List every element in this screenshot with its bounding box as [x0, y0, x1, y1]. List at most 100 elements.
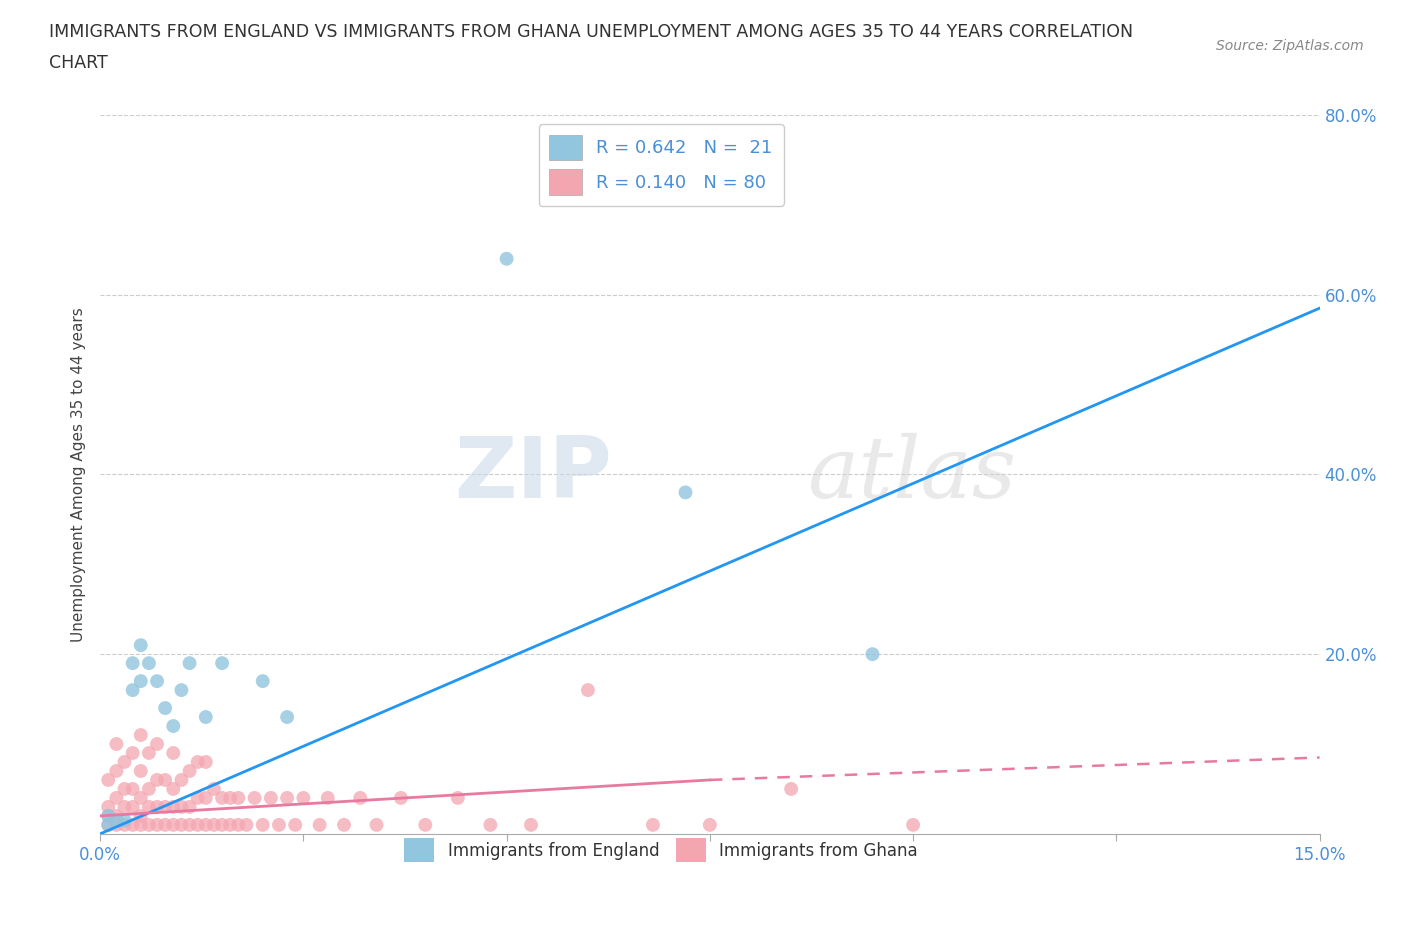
Text: CHART: CHART	[49, 54, 108, 72]
Point	[267, 817, 290, 832]
Point	[228, 817, 250, 832]
Point	[202, 781, 225, 796]
Legend: Immigrants from England, Immigrants from Ghana: Immigrants from England, Immigrants from…	[398, 831, 925, 869]
Point	[211, 656, 233, 671]
Point	[187, 754, 209, 769]
Point	[276, 710, 298, 724]
Point	[153, 773, 176, 788]
Point	[479, 817, 502, 832]
Point	[121, 800, 143, 815]
Point	[105, 764, 128, 778]
Point	[153, 700, 176, 715]
Point	[97, 800, 120, 815]
Point	[284, 817, 307, 832]
Point	[114, 813, 136, 828]
Point	[146, 673, 169, 688]
Point	[129, 817, 152, 832]
Point	[129, 638, 152, 653]
Point	[129, 808, 152, 823]
Point	[105, 737, 128, 751]
Point	[170, 817, 193, 832]
Point	[121, 781, 143, 796]
Point	[162, 817, 184, 832]
Point	[235, 817, 257, 832]
Point	[780, 781, 803, 796]
Point	[292, 790, 315, 805]
Point	[97, 817, 120, 832]
Point	[252, 817, 274, 832]
Point	[121, 683, 143, 698]
Text: ZIP: ZIP	[454, 433, 612, 516]
Point	[179, 656, 201, 671]
Point	[138, 656, 160, 671]
Point	[129, 673, 152, 688]
Point	[333, 817, 356, 832]
Point	[105, 817, 128, 832]
Point	[699, 817, 721, 832]
Point	[146, 773, 169, 788]
Point	[97, 808, 120, 823]
Point	[675, 485, 697, 499]
Point	[219, 817, 242, 832]
Point	[179, 800, 201, 815]
Point	[576, 683, 599, 698]
Point	[146, 817, 169, 832]
Point	[308, 817, 330, 832]
Point	[366, 817, 388, 832]
Point	[114, 754, 136, 769]
Point	[211, 817, 233, 832]
Point	[138, 781, 160, 796]
Point	[114, 800, 136, 815]
Point	[170, 683, 193, 698]
Point	[179, 764, 201, 778]
Point	[349, 790, 371, 805]
Point	[194, 754, 217, 769]
Point	[114, 781, 136, 796]
Point	[97, 808, 120, 823]
Point	[153, 800, 176, 815]
Point	[260, 790, 283, 805]
Point	[520, 817, 543, 832]
Point	[252, 673, 274, 688]
Point	[114, 817, 136, 832]
Point	[162, 719, 184, 734]
Text: IMMIGRANTS FROM ENGLAND VS IMMIGRANTS FROM GHANA UNEMPLOYMENT AMONG AGES 35 TO 4: IMMIGRANTS FROM ENGLAND VS IMMIGRANTS FR…	[49, 23, 1133, 41]
Point	[901, 817, 924, 832]
Point	[146, 800, 169, 815]
Point	[202, 817, 225, 832]
Point	[316, 790, 339, 805]
Point	[138, 800, 160, 815]
Point	[138, 746, 160, 761]
Point	[97, 817, 120, 832]
Point	[187, 817, 209, 832]
Point	[495, 251, 517, 266]
Point	[138, 817, 160, 832]
Point	[219, 790, 242, 805]
Point	[129, 790, 152, 805]
Point	[276, 790, 298, 805]
Point	[187, 790, 209, 805]
Y-axis label: Unemployment Among Ages 35 to 44 years: Unemployment Among Ages 35 to 44 years	[72, 307, 86, 642]
Point	[162, 746, 184, 761]
Point	[228, 790, 250, 805]
Point	[641, 817, 664, 832]
Point	[211, 790, 233, 805]
Text: Source: ZipAtlas.com: Source: ZipAtlas.com	[1216, 39, 1364, 53]
Point	[243, 790, 266, 805]
Point	[121, 817, 143, 832]
Point	[105, 790, 128, 805]
Point	[162, 781, 184, 796]
Point	[179, 817, 201, 832]
Point	[105, 808, 128, 823]
Point	[121, 746, 143, 761]
Point	[121, 656, 143, 671]
Point	[389, 790, 412, 805]
Point	[194, 790, 217, 805]
Point	[129, 727, 152, 742]
Point	[862, 646, 884, 661]
Point	[194, 817, 217, 832]
Point	[153, 817, 176, 832]
Text: atlas: atlas	[807, 433, 1017, 516]
Point	[146, 737, 169, 751]
Point	[415, 817, 437, 832]
